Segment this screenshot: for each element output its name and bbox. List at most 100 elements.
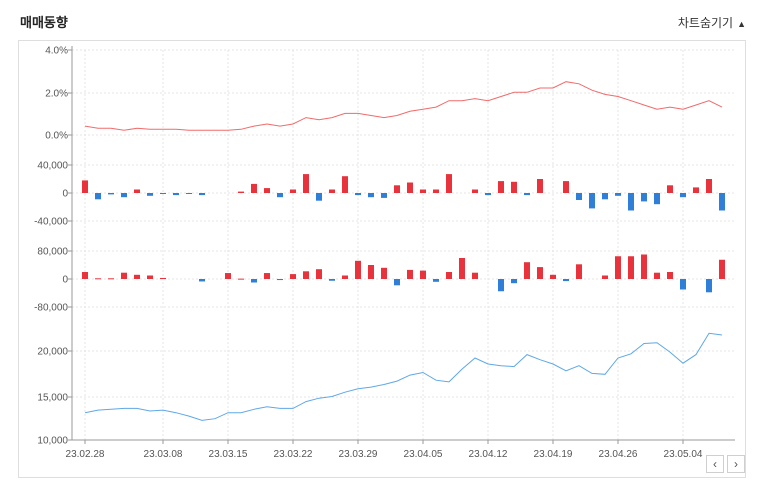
flow1-bar — [147, 193, 153, 196]
price-line — [84, 332, 723, 421]
flow2-bar — [537, 267, 543, 279]
flow2-bar — [719, 259, 725, 279]
flow1-bar — [407, 182, 413, 193]
flow2-bar — [355, 260, 361, 279]
flow1-bar — [316, 193, 322, 201]
prev-page-button[interactable]: ‹ — [706, 455, 724, 473]
x-tick-label: 23.03.15 — [209, 449, 248, 460]
triangle-up-icon: ▲ — [737, 19, 746, 29]
flow1-bar — [355, 193, 361, 196]
flow1-bar — [121, 193, 127, 198]
flow1-bar — [134, 189, 140, 193]
rate-line — [84, 81, 723, 131]
flow2-bar — [394, 279, 400, 286]
flow2-bar — [134, 274, 140, 279]
flow2-bar — [615, 256, 621, 279]
flow1-bar — [394, 185, 400, 193]
flow1-bar — [693, 187, 699, 193]
flow2-bar — [160, 277, 166, 279]
flow2-bar — [199, 279, 205, 282]
flow1-bar — [251, 183, 257, 193]
x-tick-label: 23.04.12 — [469, 449, 508, 460]
flow2-bar — [433, 279, 439, 282]
flow2-bar — [95, 278, 101, 280]
y-tick-label: 80,000 — [37, 247, 68, 258]
flow1-bar — [511, 181, 517, 193]
flow2-bar — [524, 262, 530, 279]
flow1-bar — [381, 193, 387, 198]
flow2-bar — [563, 279, 569, 282]
x-tick-label: 23.03.22 — [274, 449, 313, 460]
x-tick-label: 23.04.26 — [599, 449, 638, 460]
flow2-bar — [303, 271, 309, 279]
flow2-bar — [706, 279, 712, 293]
flow1-bar — [160, 193, 166, 194]
flow1-bar — [524, 193, 530, 196]
flow2-bar — [628, 256, 634, 279]
x-tick-label: 23.03.29 — [339, 449, 378, 460]
x-tick-label: 23.04.05 — [404, 449, 443, 460]
flow2-bar — [82, 272, 88, 279]
flow2-bar — [667, 272, 673, 279]
hide-chart-toggle[interactable]: 차트숨기기 ▲ — [678, 14, 746, 31]
flow1-bar — [485, 193, 491, 196]
flow2-bar — [147, 275, 153, 279]
flow1-bar — [537, 179, 543, 193]
y-tick-label: 0.0% — [45, 131, 68, 142]
flow1-bar — [667, 185, 673, 193]
flow1-bar — [95, 193, 101, 200]
flow2-bar — [407, 269, 413, 279]
y-tick-label: 0 — [62, 189, 68, 200]
next-page-button[interactable]: › — [727, 455, 745, 473]
flow1-bar — [472, 189, 478, 193]
chart-frame — [18, 40, 746, 478]
y-tick-label: 0 — [62, 275, 68, 286]
flow1-bar — [433, 189, 439, 193]
flow2-bar — [277, 279, 283, 281]
flow1-bar — [329, 189, 335, 193]
flow1-bar — [654, 193, 660, 205]
flow2-bar — [459, 258, 465, 279]
flow2-bar — [238, 278, 244, 280]
flow1-bar — [238, 191, 244, 193]
flow2-bar — [342, 275, 348, 279]
flow1-bar — [264, 188, 270, 193]
flow2-bar — [251, 279, 257, 283]
y-tick-label: 10,000 — [37, 436, 68, 447]
flow1-bar — [199, 193, 205, 196]
flow1-bar — [277, 193, 283, 198]
flow2-bar — [264, 273, 270, 279]
flow2-bar — [602, 275, 608, 279]
flow2-bar — [368, 265, 374, 279]
flow2-bar — [329, 279, 335, 281]
x-tick-label: 23.03.08 — [144, 449, 183, 460]
flow2-bar — [641, 254, 647, 279]
flow1-bar — [602, 193, 608, 200]
flow2-bar — [472, 272, 478, 279]
flow1-bar — [368, 193, 374, 198]
flow2-bar — [654, 272, 660, 279]
flow1-bar — [108, 193, 114, 195]
y-tick-label: 15,000 — [37, 393, 68, 404]
flow1-bar — [615, 193, 621, 196]
y-tick-label: 4.0% — [45, 46, 68, 57]
flow2-bar — [680, 279, 686, 290]
x-tick-label: 23.02.28 — [66, 449, 105, 460]
flow1-bar — [589, 193, 595, 209]
flow1-bar — [82, 180, 88, 193]
flow2-bar — [316, 269, 322, 279]
flow1-bar — [290, 189, 296, 193]
flow2-bar — [511, 279, 517, 284]
flow2-bar — [576, 264, 582, 279]
y-tick-label: 2.0% — [45, 89, 68, 100]
flow2-bar — [498, 279, 504, 292]
flow1-bar — [563, 181, 569, 193]
y-tick-label: -80,000 — [34, 303, 68, 314]
flow1-bar — [186, 193, 192, 194]
flow1-bar — [680, 193, 686, 198]
flow2-bar — [381, 267, 387, 279]
x-tick-label: 23.04.19 — [534, 449, 573, 460]
flow2-bar — [225, 273, 231, 279]
flow1-bar — [342, 176, 348, 193]
